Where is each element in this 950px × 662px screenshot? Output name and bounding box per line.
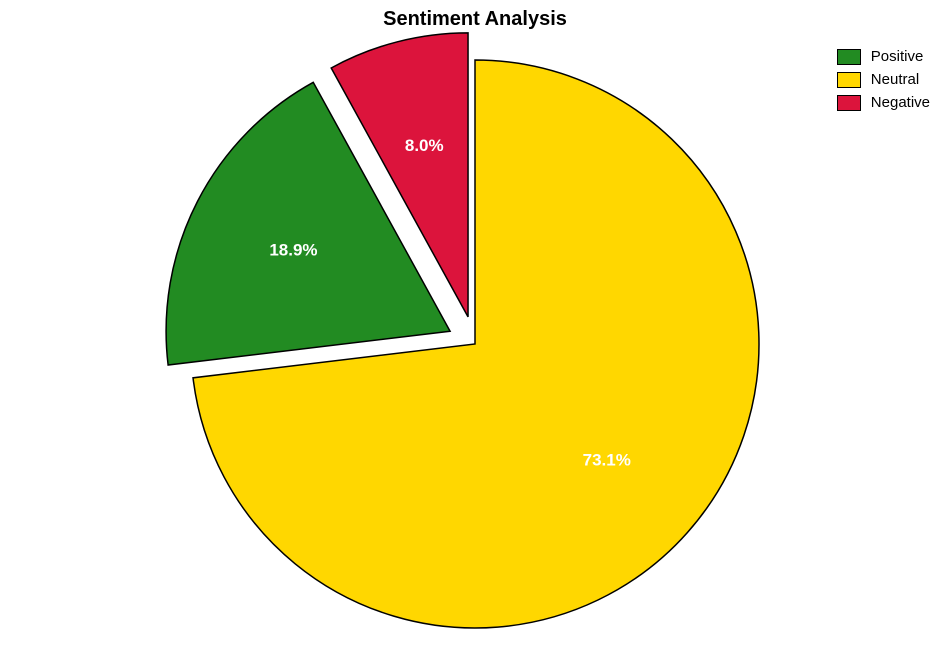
legend-label: Positive xyxy=(871,48,924,65)
legend-item: Negative xyxy=(837,94,930,111)
legend-swatch xyxy=(837,95,861,111)
pie-svg: 73.1% 18.9% 8.0% xyxy=(0,0,950,662)
legend-label: Neutral xyxy=(871,71,919,88)
slice-label-positive: 18.9% xyxy=(269,240,317,259)
legend-item: Neutral xyxy=(837,71,930,88)
legend-swatch xyxy=(837,49,861,65)
legend-item: Positive xyxy=(837,48,930,65)
legend: Positive Neutral Negative xyxy=(837,48,930,111)
slice-label-negative: 8.0% xyxy=(405,136,444,155)
slice-label-neutral: 73.1% xyxy=(583,450,631,469)
sentiment-pie-chart: Sentiment Analysis 73.1%18.9%8.0% Positi… xyxy=(0,0,950,662)
legend-swatch xyxy=(837,72,861,88)
legend-label: Negative xyxy=(871,94,930,111)
